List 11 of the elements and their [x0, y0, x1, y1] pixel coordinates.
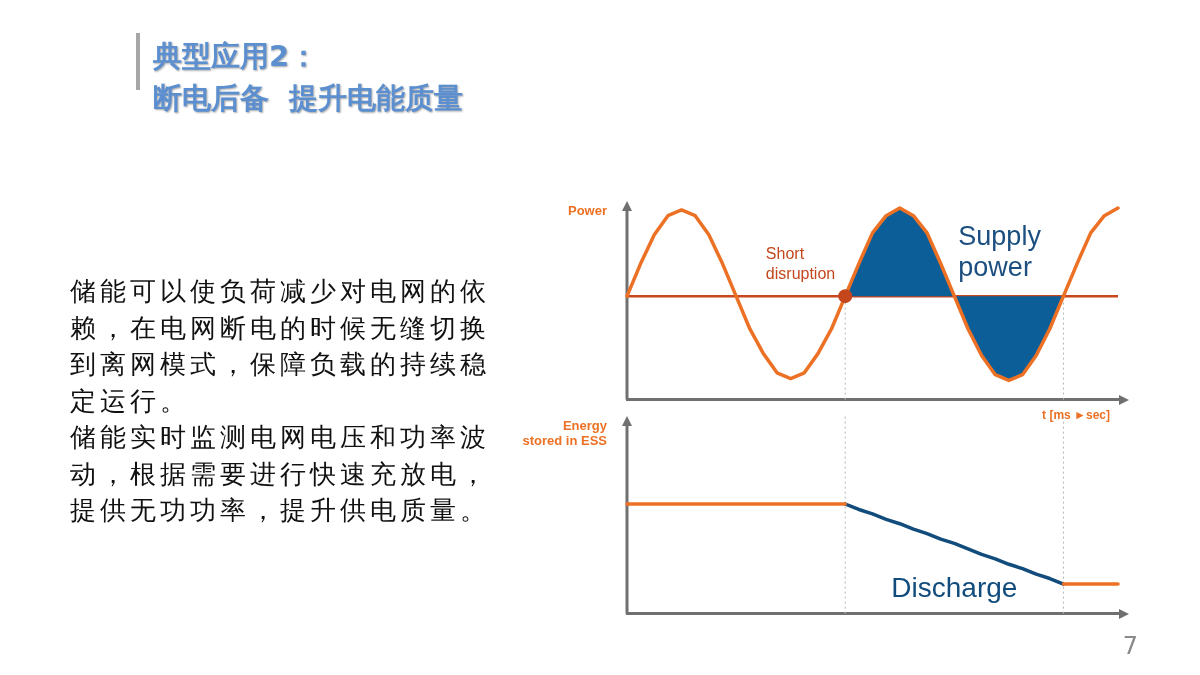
x-axis-title: t [ms ►sec]	[1042, 408, 1110, 422]
y-axis-title: Power	[567, 203, 607, 218]
text: 典型应用2：	[153, 38, 319, 74]
text: 储能实时监测电网电压和功率波动，根据需要进行快速充放电，提供无功功率，提升供电质量。	[70, 422, 491, 527]
y-axis-title: Energy stored in ESS	[522, 418, 608, 448]
series-label: Short disruption	[765, 245, 836, 283]
text: 7	[1122, 632, 1138, 660]
series-label: Discharge	[891, 571, 1018, 603]
series-label: Supply power	[958, 220, 1042, 282]
text: 断电后备 提升电能质量	[153, 80, 464, 116]
text: 储能可以使负荷减少对电网的依赖，在电网断电的时候无缝切换到离网模式，保障负载的持续稳定运行。	[70, 276, 491, 418]
